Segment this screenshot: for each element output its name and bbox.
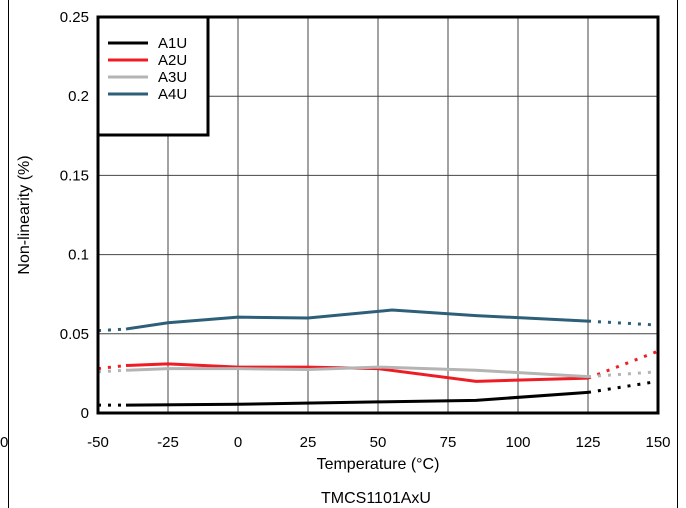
y-tick-label: 0.2: [68, 88, 89, 105]
plot-area-frame: [96, 15, 660, 415]
series-a4u-dotted-start: [97, 327, 127, 333]
y-tick-label: 0: [81, 405, 89, 422]
series-lines: [97, 308, 659, 407]
x-tick-label: 0: [234, 434, 242, 451]
legend-label-a3u: A3U: [158, 69, 187, 86]
x-tick-label: -50: [87, 434, 109, 451]
chart-caption: TMCS1101AxU: [321, 490, 431, 507]
series-a3u-dotted-start: [97, 368, 127, 374]
tick-labels: -50 -25 0 25 50 75 100 125 150 0 0.05 0.1 0.15 0.2 0.2…: [60, 9, 671, 451]
x-tick-label: 25: [300, 434, 317, 451]
x-tick-label: 50: [370, 434, 387, 451]
x-axis-title: Temperature (°C): [317, 456, 440, 473]
y-tick-label: 0.25: [60, 9, 89, 26]
series-a4u-dotted-end: [587, 319, 659, 327]
legend-label-a2u: A2U: [158, 52, 187, 69]
series-a1u-line: [125, 390, 589, 407]
series-a1u-dotted-end: [587, 379, 659, 394]
legend-label-a4u: A4U: [158, 86, 187, 103]
series-a3u-dotted-end: [587, 370, 659, 379]
stray-zero-label: 0: [0, 434, 8, 451]
series-a4u-line: [125, 308, 589, 331]
y-tick-label: 0.05: [60, 326, 89, 343]
y-tick-label: 0.15: [60, 167, 89, 184]
x-tick-label: -25: [157, 434, 179, 451]
series-a2u-dotted-end: [587, 349, 659, 380]
y-tick-label: 0.1: [68, 247, 89, 264]
series-a3u-line: [125, 365, 589, 379]
legend-label-a1u: A1U: [158, 35, 187, 52]
series-a2u-dotted-start: [97, 363, 127, 371]
x-tick-label: 100: [505, 434, 530, 451]
y-axis-title: Non-linearity (%): [16, 155, 33, 274]
x-tick-label: 75: [440, 434, 457, 451]
x-tick-label: 150: [645, 434, 670, 451]
series-a2u-line: [125, 362, 589, 383]
x-tick-label: 125: [575, 434, 600, 451]
